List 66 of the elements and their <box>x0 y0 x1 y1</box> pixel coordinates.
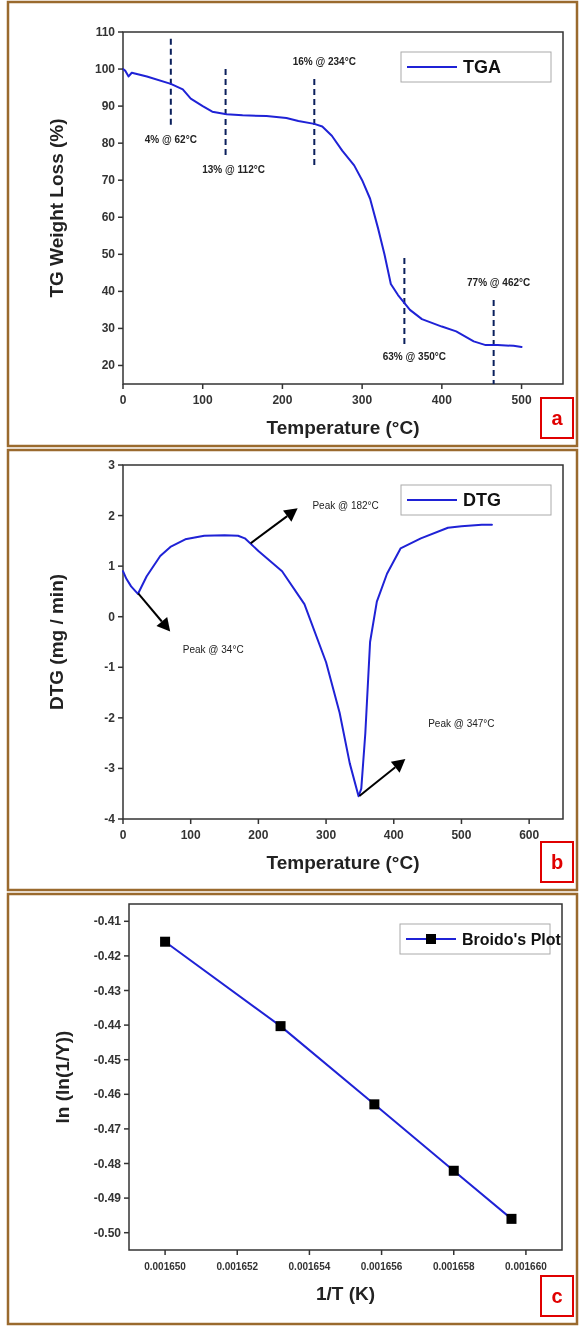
y-tick-label: -1 <box>104 660 116 675</box>
x-tick-label: 200 <box>248 828 269 842</box>
annotation: Peak @ 182°C <box>312 500 379 512</box>
y-tick-label: -0.41 <box>93 914 122 929</box>
y-tick-label: -4 <box>104 812 116 826</box>
x-axis-title: 1/T (K) <box>315 1283 376 1304</box>
y-tick-label: -0.49 <box>93 1191 122 1206</box>
x-axis-title: Temperature (°C) <box>266 852 420 873</box>
x-tick-label: 300 <box>316 828 337 842</box>
x-tick-label: 0.001658 <box>432 1261 476 1272</box>
y-axis-title: DTG (mg / min) <box>46 573 67 711</box>
ref-line-label: 16% @ 234°C <box>292 55 356 67</box>
y-tick-label: 0 <box>108 609 116 624</box>
y-tick-label: -0.46 <box>93 1087 122 1102</box>
x-tick-label: 100 <box>192 393 214 407</box>
y-tick-label: 20 <box>101 358 116 373</box>
y-tick-label: -0.50 <box>93 1225 122 1240</box>
line-series <box>122 523 493 798</box>
legend-label: TGA <box>463 57 501 77</box>
y-tick-label: 80 <box>101 136 116 151</box>
x-tick-label: 500 <box>511 393 532 407</box>
text: b <box>550 851 564 873</box>
y-tick-label: 1 <box>108 559 116 574</box>
y-axis-title: ln (ln(1/Y)) <box>52 1030 73 1124</box>
x-tick-label: 400 <box>383 828 405 842</box>
y-tick-label: -0.48 <box>93 1156 122 1171</box>
legend-label: Broido's Plot <box>462 931 562 948</box>
y-tick-label: 100 <box>94 62 116 77</box>
text: c <box>551 1285 563 1307</box>
y-tick-label: -0.42 <box>93 948 122 963</box>
y-tick-label: -0.47 <box>93 1121 122 1136</box>
x-tick-label: 100 <box>180 828 202 842</box>
x-tick-label: 0.001652 <box>216 1261 259 1272</box>
y-tick-label: -0.43 <box>93 983 122 998</box>
y-tick-label: 90 <box>101 99 116 114</box>
x-tick-label: 400 <box>431 393 453 407</box>
ref-line-label: 13% @ 112°C <box>202 164 265 176</box>
y-tick-label: 70 <box>101 173 116 188</box>
y-tick-label: 2 <box>108 508 116 523</box>
x-tick-label: 0.001650 <box>144 1261 187 1272</box>
y-tick-label: -0.44 <box>93 1018 122 1033</box>
x-axis-title: Temperature (°C) <box>266 417 420 438</box>
x-tick-label: 600 <box>519 828 540 842</box>
annotation: Peak @ 34°C <box>182 644 244 656</box>
annotation: Peak @ 347°C <box>428 718 495 730</box>
x-tick-label: 0.001656 <box>360 1261 403 1272</box>
y-tick-label: 3 <box>108 458 116 472</box>
x-tick-label: 300 <box>352 393 373 407</box>
y-axis-title: TG Weight Loss (%) <box>46 118 67 298</box>
y-tick-label: 30 <box>101 321 116 336</box>
x-tick-label: 0.001654 <box>288 1261 331 1272</box>
y-tick-label: 110 <box>95 25 116 39</box>
y-tick-label: -2 <box>104 710 116 725</box>
x-tick-label: 200 <box>272 393 293 407</box>
y-tick-label: -0.45 <box>93 1052 122 1067</box>
y-tick-label: -3 <box>104 761 116 776</box>
ref-line-label: 4% @ 62°C <box>144 133 197 145</box>
x-tick-label: 500 <box>451 828 472 842</box>
x-tick-label: 0.001660 <box>505 1261 548 1272</box>
y-tick-label: 60 <box>101 210 116 225</box>
ref-line-label: 63% @ 350°C <box>382 350 446 362</box>
ref-line-label: 77% @ 462°C <box>467 277 531 289</box>
legend-label: DTG <box>463 490 501 510</box>
y-tick-label: 40 <box>101 284 116 299</box>
y-tick-label: 50 <box>101 247 116 262</box>
text: a <box>551 407 564 429</box>
